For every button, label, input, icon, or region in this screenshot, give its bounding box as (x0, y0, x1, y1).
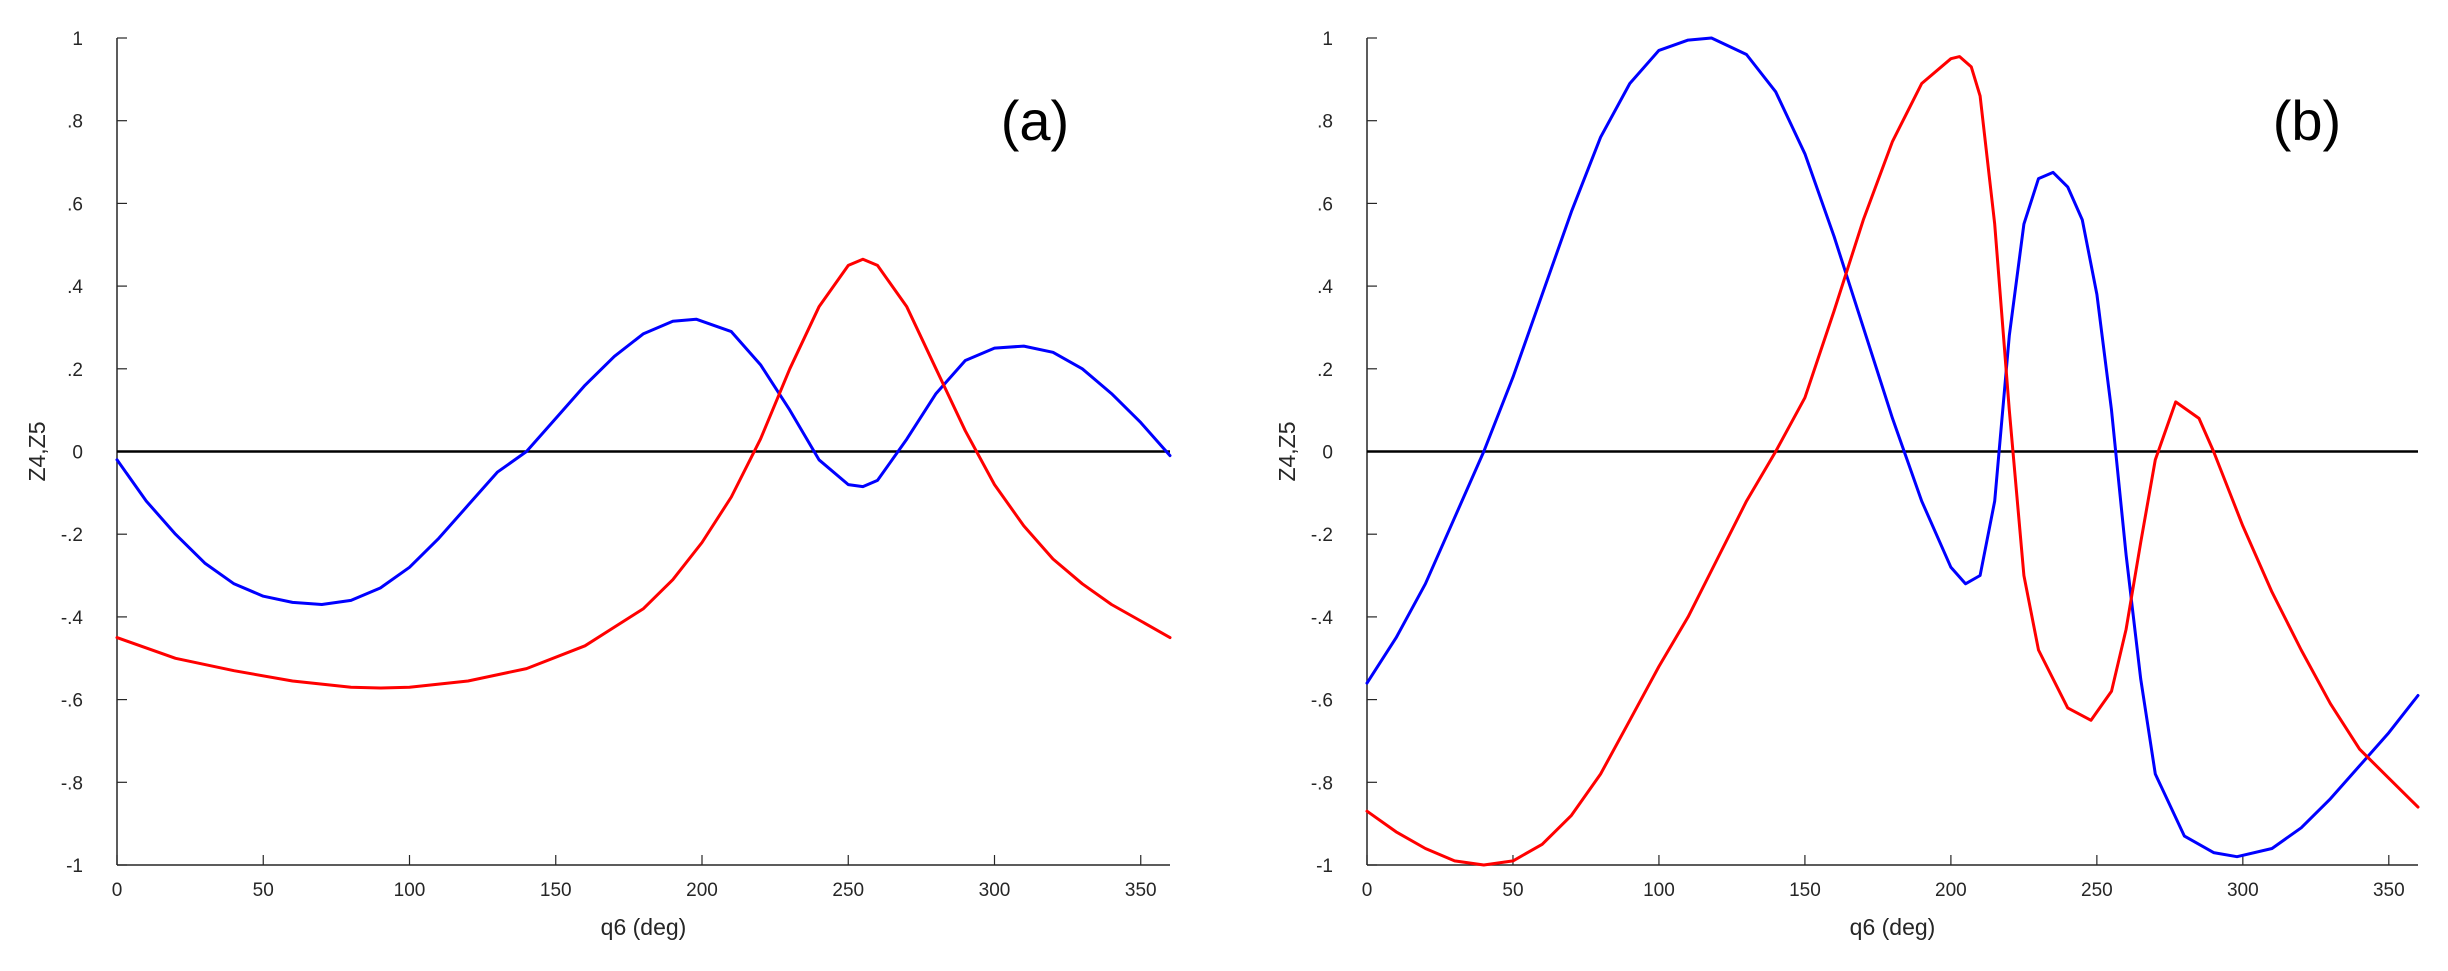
y-tick-label: 0 (1322, 443, 1333, 464)
x-tick-label: 350 (2373, 880, 2405, 901)
y-tick-label: -1 (1316, 856, 1333, 877)
y-tick-label: .2 (1317, 360, 1333, 381)
y-tick-label: -.6 (1311, 691, 1333, 712)
x-tick-label: 100 (1643, 880, 1675, 901)
series-line-red (1365, 55, 2420, 867)
y-tick-label: -.4 (61, 608, 84, 629)
series-line-blue (115, 317, 1172, 606)
y-tick-label: .6 (1317, 194, 1333, 215)
x-tick-label: 150 (1789, 880, 1821, 901)
y-tick-label: 1 (1322, 29, 1333, 50)
y-tick-label: -.8 (1311, 773, 1333, 794)
x-tick-label: 50 (253, 880, 274, 901)
y-axis-label: Z4,Z5 (1274, 421, 1300, 481)
x-tick-label: 50 (1502, 880, 1523, 901)
x-tick-label: 100 (394, 880, 426, 901)
y-tick-label: -.4 (1311, 608, 1334, 629)
panel-label: (b) (2273, 89, 2341, 152)
y-axis-label: Z4,Z5 (24, 421, 50, 481)
y-tick-label: .4 (1317, 277, 1333, 298)
y-tick-label: -1 (66, 856, 83, 877)
x-tick-label: 250 (832, 880, 864, 901)
x-tick-label: 250 (2081, 880, 2113, 901)
x-axis-label: q6 (deg) (1850, 914, 1936, 940)
y-tick-label: 1 (72, 29, 83, 50)
series-line-blue (1365, 36, 2420, 859)
y-tick-label: -.6 (61, 691, 83, 712)
x-tick-label: 150 (540, 880, 572, 901)
y-tick-label: .8 (67, 112, 83, 133)
y-tick-label: -.8 (61, 773, 83, 794)
x-tick-label: 300 (2227, 880, 2259, 901)
y-tick-label: 0 (72, 443, 83, 464)
y-tick-label: .6 (67, 194, 83, 215)
x-tick-label: 200 (686, 880, 718, 901)
x-tick-label: 300 (979, 880, 1011, 901)
x-tick-label: 0 (1362, 880, 1373, 901)
x-tick-label: 350 (1125, 880, 1157, 901)
x-tick-label: 200 (1935, 880, 1967, 901)
panel-a: 0 50 100 150 200 250 300 350 -1 -.8 -.6 -.4 -.2 0 .2 .4… (24, 29, 1172, 940)
x-tick-label: 0 (112, 880, 123, 901)
x-axis-label: q6 (deg) (601, 914, 687, 940)
y-tick-label: -.2 (1311, 525, 1333, 546)
panel-label: (a) (1001, 89, 1069, 152)
series-line-red (115, 257, 1172, 690)
y-tick-label: .2 (67, 360, 83, 381)
y-tick-label: .4 (67, 277, 83, 298)
panel-b: 0 50 100 150 200 250 300 350 -1 -.8 -.6 -.4 -.2 0 .2 .4… (1274, 29, 2420, 940)
y-tick-label: -.2 (61, 525, 83, 546)
y-tick-label: .8 (1317, 112, 1333, 133)
